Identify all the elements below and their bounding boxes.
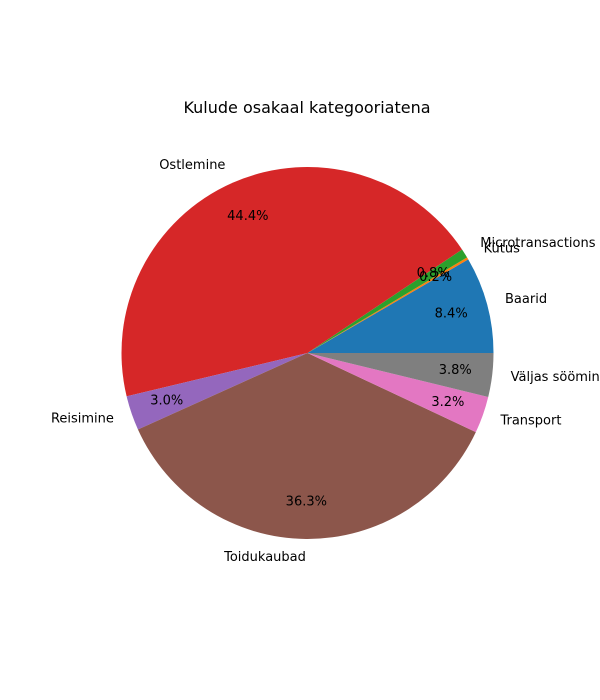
slice-percent-kutus: 0.2% — [419, 270, 452, 285]
slice-percent-reisimine: 3.0% — [150, 394, 183, 409]
slice-percent-toidukaubad: 36.3% — [286, 494, 327, 509]
slice-percent-valjas-soomine: 3.8% — [439, 363, 472, 378]
pie-labels: Baarid 8.4% Kütus 0.2% Microtransactions 0.8%… — [51, 158, 600, 565]
pie-slice-valjas-soomine — [307, 353, 494, 397]
slice-label-baarid: Baarid — [505, 292, 547, 307]
pie-slice-microtransactions — [307, 249, 468, 353]
pie-slice-transport — [307, 353, 489, 433]
slice-percent-transport: 3.2% — [431, 395, 464, 410]
slice-label-reisimine: Reisimine — [51, 412, 114, 427]
chart-title: Kulude osakaal kategooriatena — [183, 98, 430, 117]
pie-slice-kutus — [307, 257, 469, 353]
slice-percent-microtransactions: 0.8% — [417, 266, 450, 281]
slice-percent-baarid: 8.4% — [435, 307, 468, 322]
pie-slice-baarid — [307, 259, 494, 353]
slice-label-ostlemine: Ostlemine — [159, 158, 225, 173]
slice-label-toidukaubad: Toidukaubad — [223, 550, 306, 565]
pie-slice-toidukaubad — [137, 353, 476, 539]
slice-percent-ostlemine: 44.4% — [227, 209, 268, 224]
pie-slice-reisimine — [126, 353, 308, 430]
slice-label-valjas-soomine: Väljas söömine — [511, 370, 600, 385]
slice-label-kutus: Kütus — [484, 241, 520, 256]
pie-slice-ostlemine — [121, 167, 463, 397]
pie-slices — [121, 167, 494, 539]
slice-label-transport: Transport — [499, 414, 561, 429]
slice-label-microtransactions: Microtransactions — [480, 236, 595, 251]
